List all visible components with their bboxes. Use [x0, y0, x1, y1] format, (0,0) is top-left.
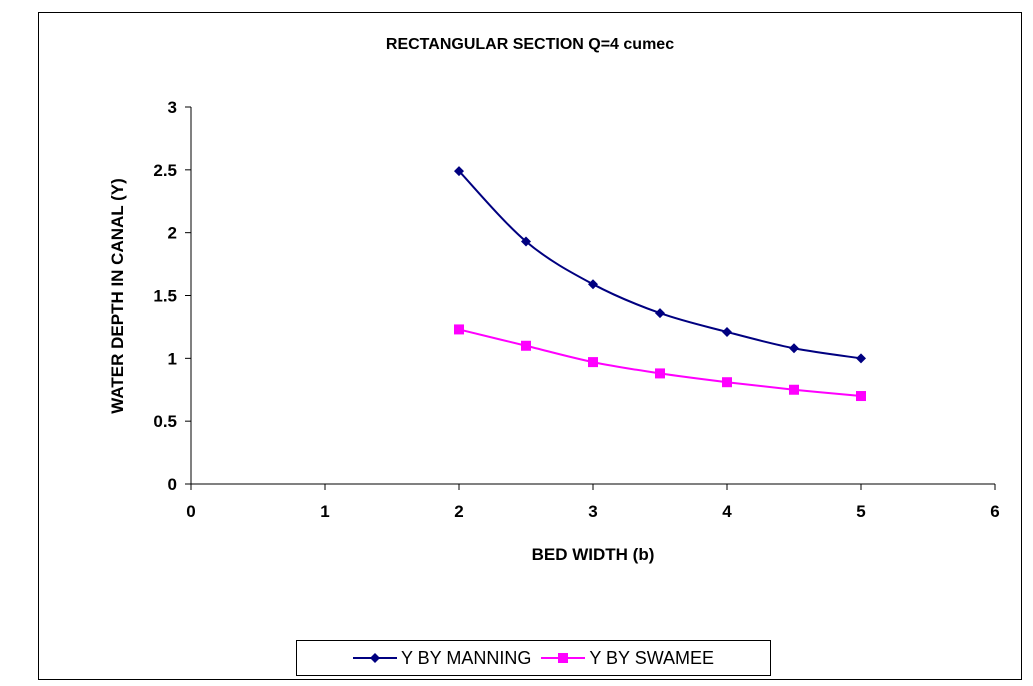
data-point-diamond: [588, 279, 598, 290]
x-tick-label: 2: [454, 502, 463, 521]
x-tick-label: 1: [320, 502, 329, 521]
legend-item-manning: Y BY MANNING: [352, 647, 532, 669]
y-tick-label: 2.5: [153, 161, 177, 180]
x-axis-label: BED WIDTH (b): [532, 545, 655, 564]
data-point-diamond: [856, 353, 866, 364]
legend-label: Y BY SWAMEE: [589, 647, 715, 668]
x-tick-label: 5: [856, 502, 865, 521]
series-line-0: [458, 170, 862, 360]
data-point-diamond: [454, 166, 464, 177]
y-tick-label: 0.5: [153, 412, 177, 431]
y-tick-label: 2: [168, 224, 177, 243]
data-point-square: [856, 391, 866, 402]
x-tick-label: 6: [990, 502, 999, 521]
data-point-diamond: [521, 236, 531, 247]
data-point-square: [722, 377, 732, 388]
data-point-square: [521, 340, 531, 351]
data-point-diamond: [722, 326, 732, 337]
data-point-square: [789, 384, 799, 395]
data-point-square: [454, 324, 464, 335]
x-tick-label: 0: [186, 502, 195, 521]
x-tick-label: 4: [722, 502, 732, 521]
data-point-diamond: [655, 308, 665, 319]
chart-area: [38, 12, 1022, 680]
legend: Y BY MANNING Y BY SWAMEE: [296, 640, 771, 676]
legend-label: Y BY MANNING: [400, 647, 532, 668]
legend-item-swamee: Y BY SWAMEE: [541, 648, 714, 669]
y-tick-label: 0: [168, 475, 177, 494]
diamond-marker-icon: [352, 653, 397, 663]
series-line-1: [458, 328, 862, 398]
y-tick-label: 3: [168, 98, 177, 117]
data-point-diamond: [789, 343, 799, 354]
y-axis-label: WATER DEPTH IN CANAL (Y): [108, 178, 127, 413]
data-point-square: [588, 357, 598, 368]
data-point-square: [655, 368, 665, 379]
y-tick-label: 1: [168, 349, 177, 368]
x-tick-label: 3: [588, 502, 597, 521]
y-tick-label: 1.5: [153, 287, 177, 306]
chart-title: RECTANGULAR SECTION Q=4 cumec: [386, 36, 674, 53]
square-marker-icon: [541, 653, 586, 663]
